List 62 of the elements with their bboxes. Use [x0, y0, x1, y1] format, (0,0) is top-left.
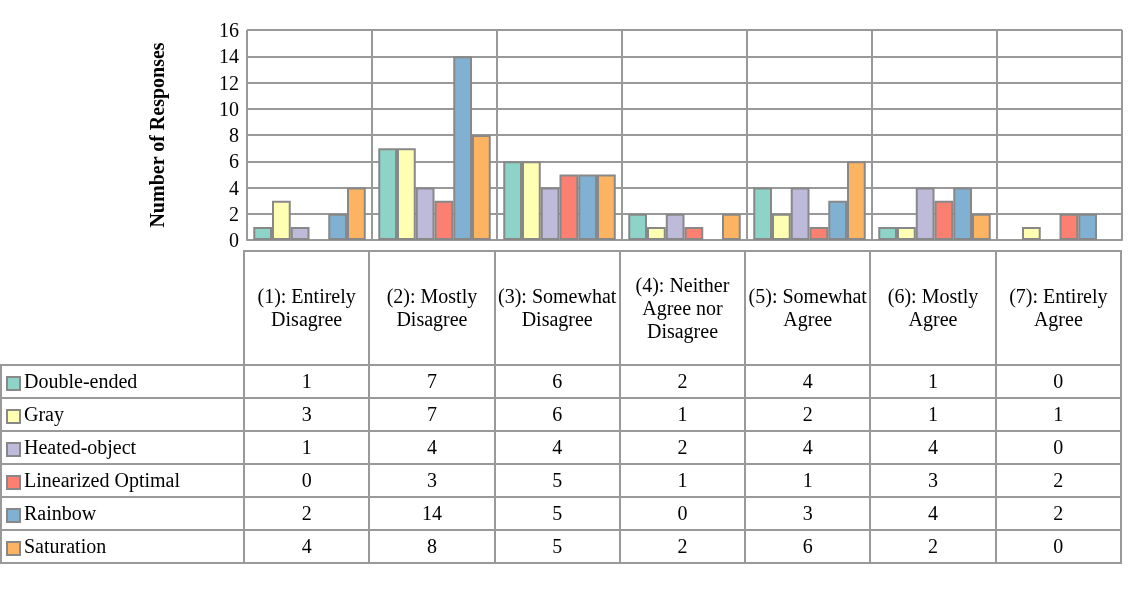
data-label: 2	[745, 398, 871, 431]
data-label: 7	[369, 365, 495, 398]
data-label: 4	[494, 431, 620, 464]
data-label: 4	[870, 497, 996, 530]
legend-label: Rainbow	[1, 497, 244, 530]
x-tick-label: (4): Neither Agree nor Disagree	[619, 251, 746, 365]
data-label: 4	[870, 431, 996, 464]
data-label: 5	[494, 464, 620, 497]
data-label: 3	[369, 464, 495, 497]
y-tick-label: 14	[219, 45, 239, 68]
data-label: 1	[619, 398, 746, 431]
data-label: 5	[494, 497, 620, 530]
data-label: 2	[619, 530, 746, 563]
data-label: 0	[995, 431, 1121, 464]
data-label: 3	[244, 398, 370, 431]
legend-label: Double-ended	[1, 365, 244, 398]
data-label: 1	[244, 431, 370, 464]
data-label: 2	[619, 365, 746, 398]
data-label: 3	[745, 497, 871, 530]
y-axis-title: Number of Responses	[146, 42, 169, 228]
data-label: 1	[870, 398, 996, 431]
data-label: 1	[870, 365, 996, 398]
data-label: 1	[244, 365, 370, 398]
x-tick-label: (2): Mostly Disagree	[369, 251, 495, 365]
data-label: 4	[745, 365, 871, 398]
y-tick-label: 8	[229, 124, 239, 146]
data-label: 5	[494, 530, 620, 563]
data-label: 7	[369, 398, 495, 431]
x-tick-label: (6): Mostly Agree	[870, 251, 996, 365]
data-label: 1	[619, 464, 746, 497]
data-label: 4	[745, 431, 871, 464]
data-label: 0	[619, 497, 746, 530]
y-tick-label: 12	[219, 71, 239, 94]
y-tick-label: 6	[229, 150, 239, 173]
y-tick-label: 2	[229, 202, 239, 225]
data-label: 6	[494, 398, 620, 431]
data-label: 4	[369, 431, 495, 464]
data-label: 3	[870, 464, 996, 497]
data-label: 6	[745, 530, 871, 563]
legend-label: Gray	[1, 398, 244, 431]
data-label: 8	[369, 530, 495, 563]
data-label: 6	[494, 365, 620, 398]
data-label: 2	[619, 431, 746, 464]
legend-label: Linearized Optimal	[1, 464, 244, 497]
data-label: 1	[745, 464, 871, 497]
data-label: 2	[995, 464, 1121, 497]
data-label: 0	[995, 530, 1121, 563]
x-tick-label: (3): Somewhat Disagree	[494, 251, 620, 365]
y-tick-label: 0	[229, 229, 239, 251]
data-label: 2	[870, 530, 996, 563]
y-tick-label: 4	[229, 176, 239, 199]
legend-label: Heated-object	[1, 431, 244, 464]
data-label: 2	[995, 497, 1121, 530]
data-label: 14	[369, 497, 495, 530]
y-tick-label: 16	[219, 19, 239, 41]
legend-label: Saturation	[1, 530, 244, 563]
y-tick-label: 10	[219, 97, 239, 120]
x-tick-label: (1): Entirely Disagree	[244, 251, 370, 365]
data-label: 0	[995, 365, 1121, 398]
x-tick-label: (5): Somewhat Agree	[745, 251, 871, 365]
data-label: 1	[995, 398, 1121, 431]
x-tick-label: (7): Entirely Agree	[995, 251, 1121, 365]
